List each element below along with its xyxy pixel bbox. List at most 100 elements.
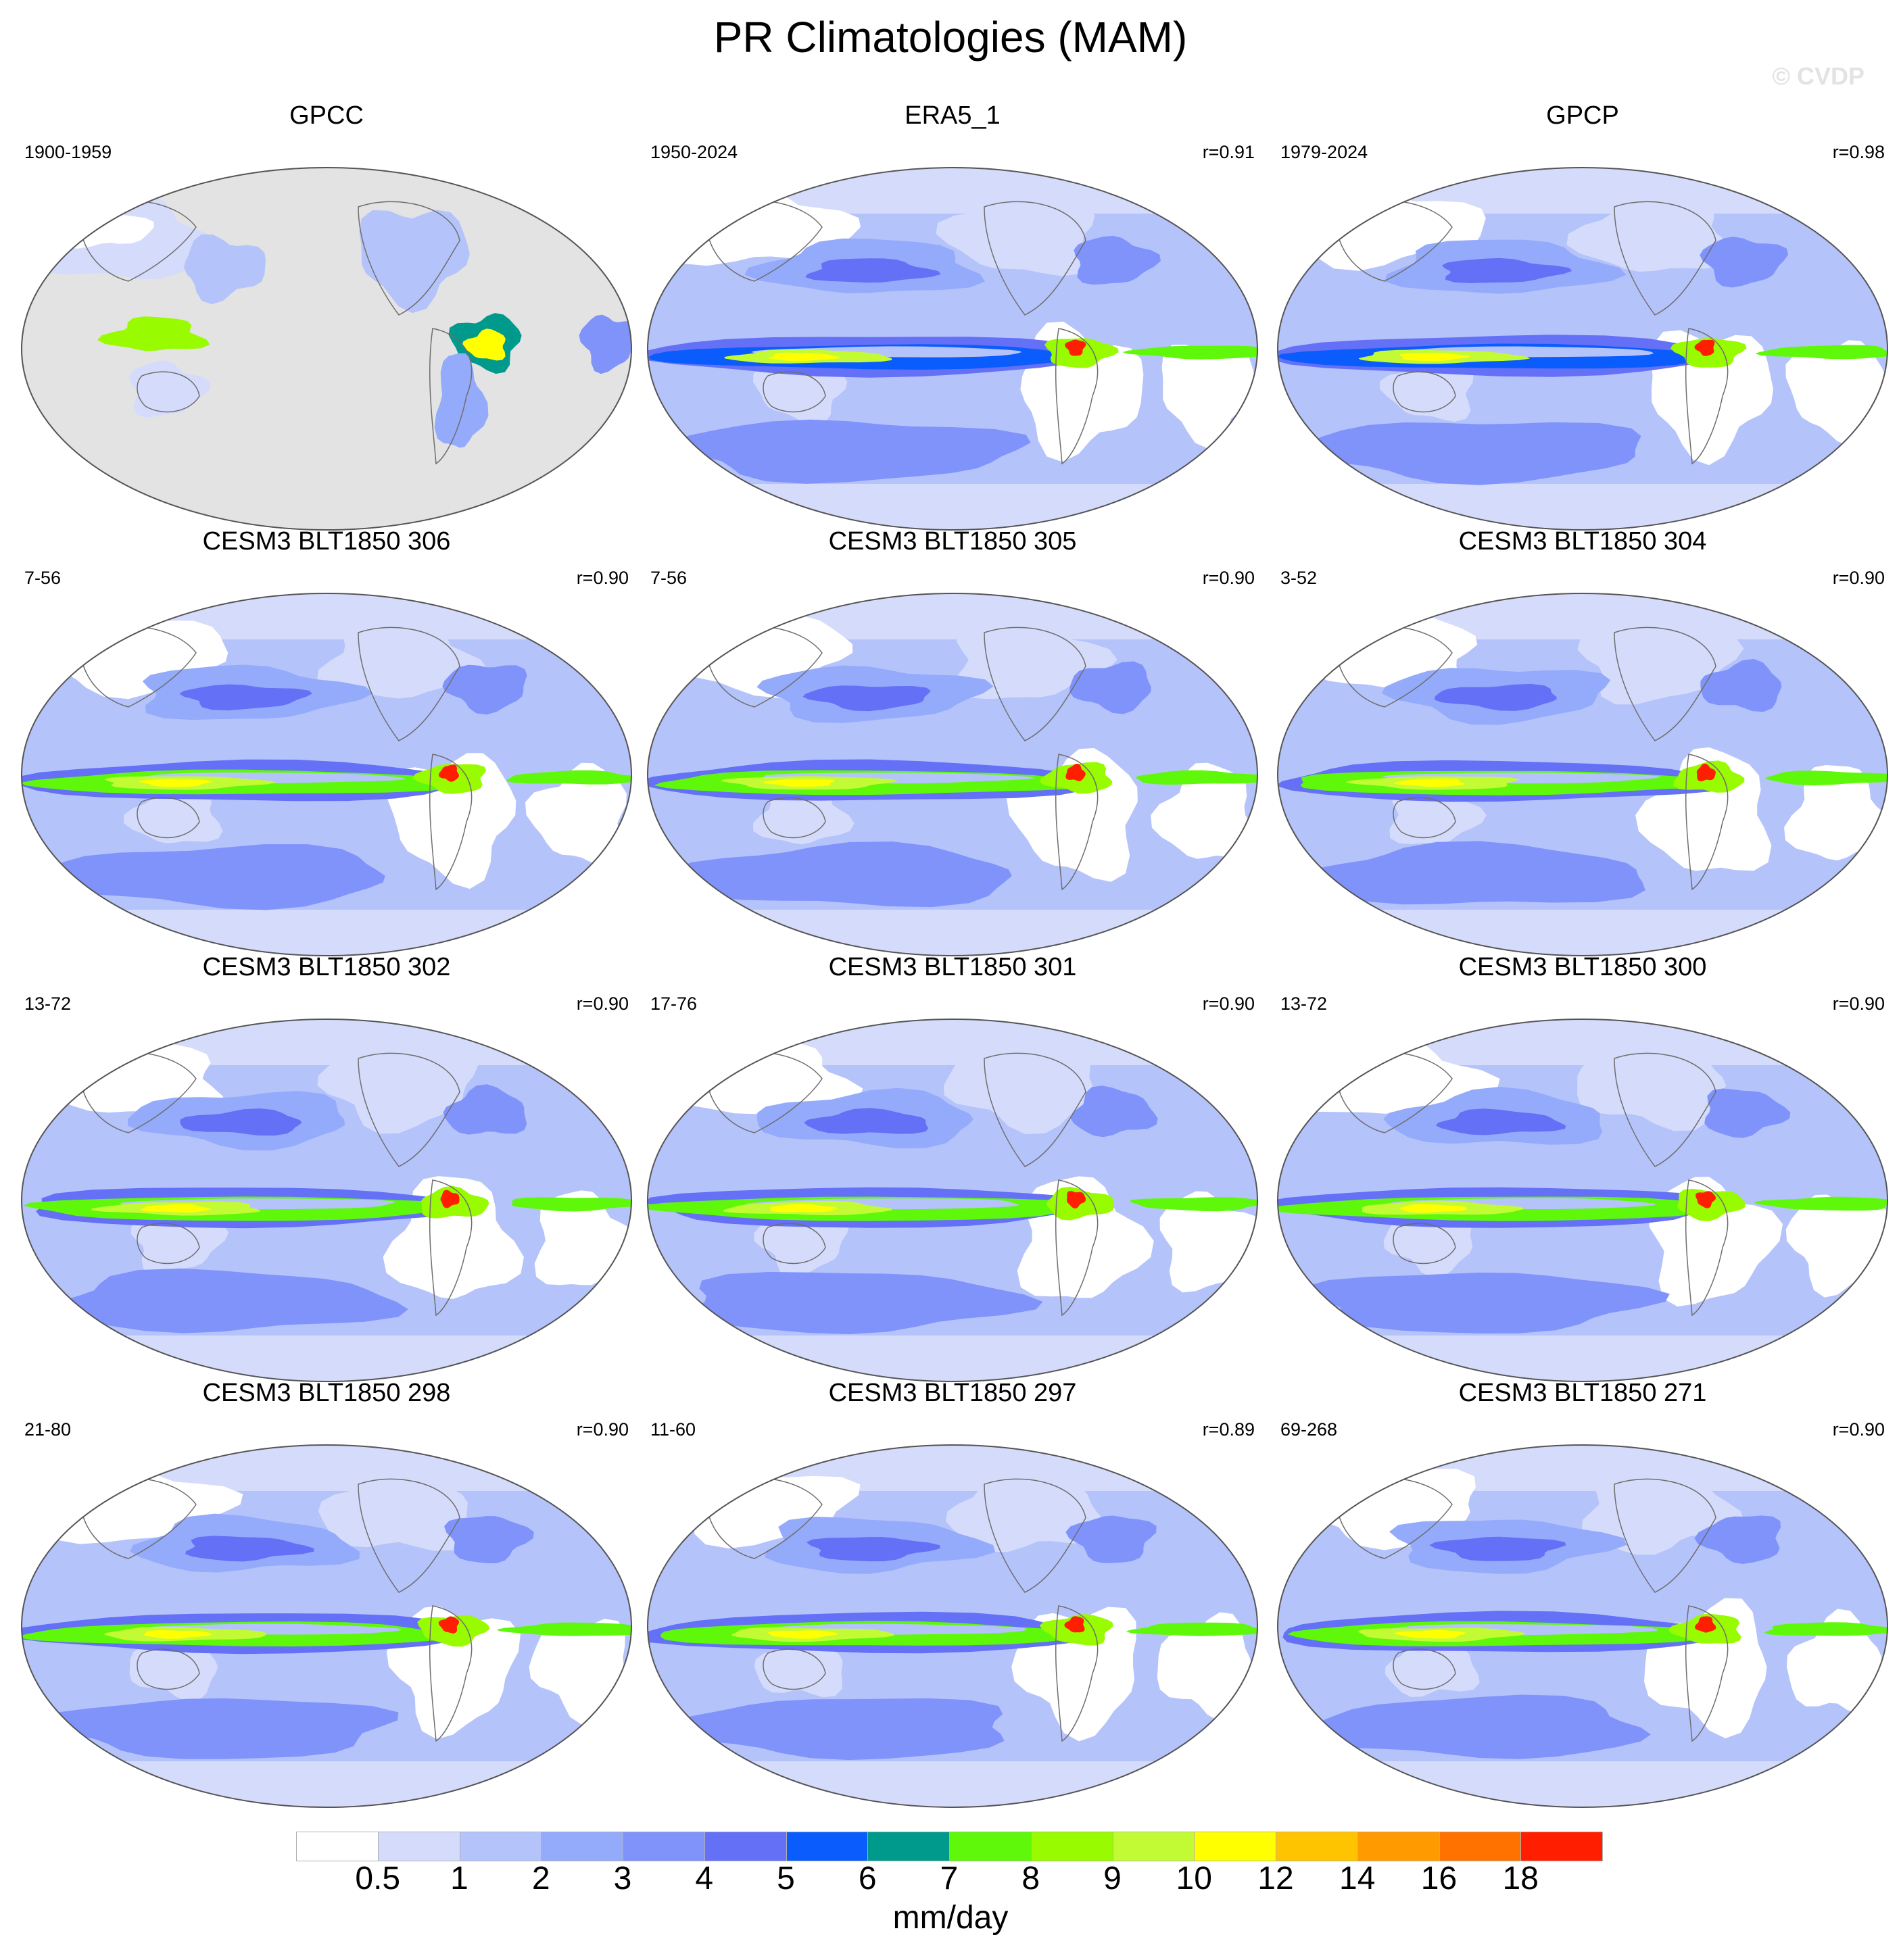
map-panel: CESM3 BLT1850 302 13-72 r=0.90 — [12, 953, 641, 1386]
coastline-2 — [1685, 1605, 1729, 1742]
panel-title: CESM3 BLT1850 297 — [828, 1379, 1077, 1407]
antarctic-precip — [1278, 910, 1887, 956]
atlantic-itcz — [506, 770, 631, 785]
southern-ocean-band — [32, 1698, 399, 1759]
panel-years: 17-76 — [650, 994, 698, 1014]
colorbar-swatch — [541, 1832, 623, 1861]
north-pacific-core — [805, 258, 941, 283]
warm-pool-core — [769, 352, 840, 362]
north-america-precip — [318, 1461, 469, 1551]
coastline-2 — [429, 754, 473, 891]
southern-ocean-band — [50, 1268, 408, 1333]
panel-title: CESM3 BLT1850 305 — [828, 527, 1077, 556]
coastline-3 — [1393, 1648, 1456, 1690]
colorbar-swatch — [459, 1832, 542, 1861]
indian-dry — [1785, 340, 1887, 447]
antarctic-precip — [648, 484, 1257, 530]
panel-years: 7-56 — [24, 568, 62, 588]
warm-pool-core — [1399, 1204, 1467, 1213]
colorbar-swatch — [1194, 1832, 1276, 1861]
amazon-precip — [1677, 1188, 1746, 1221]
coastline-3 — [763, 1648, 826, 1690]
coastline-3 — [1393, 1223, 1456, 1265]
colorbar-tick-label: 10 — [1176, 1861, 1212, 1896]
figure-title: PR Climatologies (MAM) — [713, 13, 1188, 62]
panel-years: 3-52 — [1280, 568, 1318, 588]
panel-title: GPCP — [1546, 101, 1619, 130]
colorbar-swatch — [1439, 1832, 1522, 1861]
atlantic-itcz — [1136, 770, 1257, 785]
colorbar-tick-label: 3 — [613, 1861, 632, 1896]
panel-correlation: r=0.90 — [1832, 568, 1885, 588]
colorbar-swatch — [623, 1832, 705, 1861]
australia-precip — [128, 360, 211, 418]
precip-map — [21, 593, 632, 956]
cvdp-watermark: © CVDP — [1772, 62, 1864, 90]
indian-dry — [1786, 1609, 1882, 1716]
precip-map — [1277, 593, 1888, 956]
coastline-1 — [358, 1052, 460, 1167]
coastline-2 — [429, 328, 473, 465]
indian-dry — [1157, 1612, 1253, 1722]
panel-title: GPCC — [289, 101, 364, 130]
arctic-precip — [648, 593, 1257, 639]
colorbar-swatch — [1357, 1832, 1440, 1861]
colorbar-tick-label: 16 — [1420, 1861, 1458, 1896]
warm-pool-core — [1399, 353, 1471, 362]
colorbar-tick-label: 7 — [940, 1861, 959, 1896]
coastline-1 — [984, 201, 1086, 316]
coastline-1 — [1614, 201, 1716, 316]
panel-years: 7-56 — [650, 568, 688, 588]
southern-ocean-band — [654, 1698, 1005, 1761]
north-atlantic-storm-track — [1700, 659, 1782, 712]
arctic-precip — [648, 1445, 1257, 1491]
panel-years: 13-72 — [24, 994, 72, 1014]
amazon-max — [1064, 339, 1086, 356]
colorbar-tick-label: 1 — [450, 1861, 468, 1896]
indian-dry — [529, 1619, 625, 1725]
north-pacific-core — [804, 1108, 929, 1134]
map-border — [1277, 1444, 1888, 1808]
panel-years: 21-80 — [24, 1419, 72, 1440]
map-panel: CESM3 BLT1850 298 21-80 r=0.90 — [12, 1379, 641, 1811]
coastline-2 — [1055, 1605, 1099, 1742]
precip-map — [647, 593, 1258, 956]
atlantic-itcz — [1765, 770, 1887, 786]
panel-correlation: r=0.90 — [576, 568, 629, 588]
precip-map — [1277, 167, 1888, 531]
map-border — [647, 167, 1258, 531]
southern-ocean-band — [46, 844, 385, 910]
north-pacific-core — [185, 1536, 314, 1562]
southern-ocean-band — [672, 419, 1031, 484]
map-panel: CESM3 BLT1850 306 7-56 r=0.90 — [12, 527, 641, 960]
precip-map — [647, 167, 1258, 531]
map-panel: CESM3 BLT1850 297 11-60 r=0.89 — [638, 1379, 1267, 1811]
indian-dry — [1151, 762, 1257, 859]
north-pacific-core — [1441, 258, 1572, 283]
atlantic-itcz — [1130, 1197, 1257, 1212]
precip-map — [647, 1019, 1258, 1382]
indian-dry — [525, 762, 627, 866]
coastline-2 — [429, 1605, 473, 1742]
amazon-max — [440, 1190, 460, 1208]
pacific-coast-precip — [184, 234, 266, 305]
southern-ocean-band — [692, 1271, 1043, 1334]
southern-ocean-band — [673, 841, 1012, 908]
colorbar-tick-label: 5 — [777, 1861, 795, 1896]
coastline-1 — [1614, 1478, 1716, 1593]
warm-pool-core — [143, 1630, 212, 1639]
colorbar-swatch — [867, 1832, 950, 1861]
maritime-continent-precip — [97, 316, 210, 351]
amazon-max — [1067, 1191, 1086, 1209]
north-pacific-core — [180, 1108, 302, 1136]
atlantic-itcz — [1126, 1622, 1257, 1636]
coastline-2 — [1685, 328, 1729, 465]
map-border — [647, 593, 1258, 956]
north-atlantic-storm-track — [444, 1516, 534, 1563]
coastline-1 — [1614, 627, 1716, 741]
coastline-1 — [984, 1052, 1086, 1167]
colorbar-swatch — [1112, 1832, 1195, 1861]
atlantic-itcz — [1754, 1196, 1887, 1211]
map-border — [21, 1444, 632, 1808]
warm-pool-core — [140, 1204, 211, 1212]
